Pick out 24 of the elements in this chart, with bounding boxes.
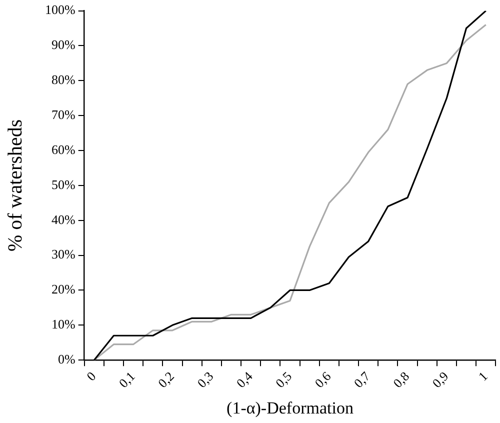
x-tick-label: 0,1 (116, 368, 138, 391)
y-tick-label: 90% (51, 37, 76, 52)
x-tick-label: 1 (475, 368, 490, 384)
y-tick-label: 30% (51, 246, 76, 262)
x-tick-label: 0,3 (194, 368, 216, 391)
y-tick-label: 0% (58, 352, 76, 366)
y-tick-label: 10% (51, 316, 76, 332)
x-tick-label: 0,7 (350, 368, 374, 391)
y-axis-title: % of watersheds (4, 119, 26, 252)
y-tick-label: 40% (51, 212, 76, 227)
x-tick-label: 0 (83, 368, 99, 384)
y-tick-label: 20% (51, 282, 76, 297)
x-tick-label: 0,2 (154, 368, 178, 391)
y-tick-label: 100% (44, 2, 76, 18)
x-tick-label: 0,6 (312, 368, 334, 391)
y-tick-label: 60% (51, 142, 76, 157)
x-axis-title: (1-α)-Deformation (226, 398, 354, 418)
y-tick-label: 50% (51, 176, 76, 192)
x-tick-label: 0,5 (272, 368, 295, 391)
y-tick-label: 70% (51, 107, 76, 122)
x-tick-label: 0,4 (233, 368, 256, 391)
x-tick-label: 0,9 (429, 368, 452, 391)
x-tick-label: 0,8 (390, 368, 412, 391)
y-tick-label: 80% (51, 72, 76, 88)
